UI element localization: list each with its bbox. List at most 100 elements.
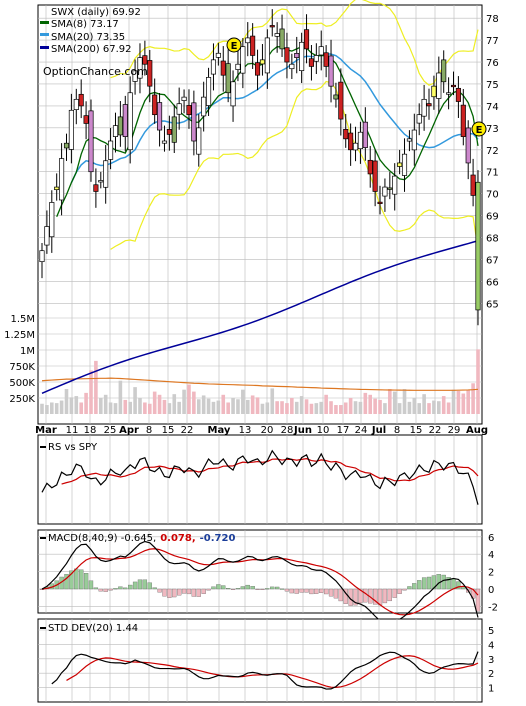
- watermark: OptionChance.com: [43, 65, 148, 78]
- x-tick-label: 8: [146, 425, 152, 436]
- candle-body: [446, 92, 452, 95]
- x-tick-label: May: [208, 425, 231, 436]
- macd-histogram-bar: [172, 588, 177, 598]
- volume-bar: [118, 380, 123, 414]
- candle-body: [250, 35, 256, 56]
- candle-body: [196, 127, 202, 155]
- rs-panel: RS vs SPY: [37, 434, 483, 525]
- macd-histogram-bar: [377, 588, 383, 606]
- volume-bar: [466, 390, 471, 414]
- candle-body: [328, 55, 334, 87]
- stddev-title: STD DEV(20) 1.44: [48, 623, 138, 634]
- rs-panel-frame: [37, 434, 483, 525]
- candle-body: [152, 94, 158, 116]
- macd-value: MACD(8,40,9) -0.645,: [48, 533, 156, 544]
- macd-histogram-bar: [446, 577, 451, 590]
- candle-body: [122, 104, 128, 137]
- x-tick-label: 11: [66, 425, 79, 436]
- stddev-y-tick-labels: 1 2 3 4 5: [488, 626, 494, 695]
- macd-histogram-bar: [142, 579, 148, 590]
- volume-bar: [319, 401, 324, 414]
- macd-histogram-bar: [250, 586, 255, 590]
- candle-body: [294, 53, 300, 58]
- volume-bar: [304, 399, 309, 414]
- macd-histogram-bar: [387, 588, 392, 602]
- svg-text:E: E: [476, 125, 483, 136]
- volume-bar: [103, 394, 108, 414]
- price-y-tick: 72: [486, 146, 499, 157]
- candle-body: [308, 58, 314, 67]
- candle-body: [387, 187, 393, 190]
- volume-bar: [427, 403, 431, 414]
- volume-bar: [270, 388, 275, 414]
- x-tick-label: Aug: [466, 425, 488, 436]
- stddev-y-tick: 4: [488, 640, 494, 651]
- candle-body: [68, 109, 74, 150]
- macd-histogram-bar: [196, 588, 201, 597]
- macd-histogram-bar: [162, 588, 167, 597]
- macd-histogram-bar: [137, 579, 143, 590]
- volume-bar: [98, 398, 103, 414]
- macd-histogram-bar: [235, 588, 241, 590]
- macd-histogram-bar: [421, 577, 427, 590]
- macd-histogram-bar: [128, 584, 133, 590]
- macd-histogram-bar: [412, 583, 417, 590]
- volume-bar: [334, 405, 338, 414]
- volume-bar: [49, 402, 54, 414]
- candle-body: [279, 28, 285, 50]
- x-axis-labels: Mar 11 18 25 Apr 8 15 22 May 13 20 28 Jun 10 17 24 Jul 8 1…: [35, 425, 488, 436]
- macd-histogram-bar: [353, 588, 358, 606]
- volume-bar: [339, 405, 343, 414]
- legend-sma8-swatch: [40, 21, 49, 24]
- candle-body: [191, 102, 197, 142]
- rs-sma-line: [61, 458, 479, 485]
- volume-bar: [138, 398, 142, 414]
- candle-body: [441, 59, 447, 83]
- volume-bar: [79, 402, 83, 414]
- price-y-tick: 75: [486, 80, 499, 91]
- candle-body: [411, 129, 417, 151]
- candle-body: [377, 201, 383, 204]
- volume-bar: [143, 402, 147, 414]
- macd-histogram-bar: [299, 588, 304, 593]
- candle-body: [220, 60, 226, 76]
- macd-histogram-bar: [98, 588, 103, 592]
- macd-histogram-bar: [132, 581, 138, 590]
- volume-bar: [157, 394, 162, 414]
- candle-body: [421, 98, 427, 117]
- x-tick-label: 10: [317, 425, 330, 436]
- volume-bar: [152, 391, 157, 414]
- macd-histogram-bar: [279, 588, 285, 590]
- volume-bar: [260, 403, 265, 414]
- candle-body: [215, 52, 221, 58]
- volume-bar: [255, 397, 260, 414]
- macd-histogram-bar: [451, 578, 456, 590]
- macd-histogram-bar: [397, 588, 402, 594]
- macd-histogram-bar: [319, 588, 324, 593]
- candle-body: [78, 93, 84, 107]
- volume-y-tick: 750K: [9, 362, 35, 373]
- candle-body: [338, 81, 344, 120]
- candle-body: [73, 98, 79, 110]
- candle-body: [406, 138, 412, 142]
- volume-bar: [343, 402, 348, 414]
- candle-body: [59, 158, 65, 201]
- candle-body: [161, 140, 168, 144]
- x-tick-label: 18: [84, 425, 97, 436]
- macd-histogram-bar: [113, 588, 118, 590]
- volume-bar: [123, 399, 128, 414]
- x-tick-label: Jun: [293, 425, 312, 436]
- candle-body: [352, 142, 359, 151]
- volume-bar: [461, 393, 466, 414]
- macd-y-tick: 6: [488, 533, 494, 544]
- volume-bar: [309, 403, 314, 414]
- volume-bar: [368, 394, 373, 414]
- stddev-panel-frame: [37, 618, 483, 703]
- volume-bar: [162, 399, 167, 414]
- legend-sma200-swatch: [40, 46, 49, 49]
- volume-bar: [358, 401, 363, 414]
- macd-histogram-bar: [363, 588, 368, 603]
- macd-signal-value: 0.078,: [160, 533, 195, 544]
- macd-histogram-bar: [230, 588, 236, 590]
- legend-sma8-label: SMA(8) 73.17: [51, 19, 119, 30]
